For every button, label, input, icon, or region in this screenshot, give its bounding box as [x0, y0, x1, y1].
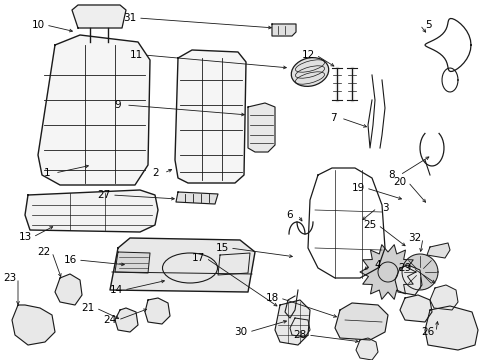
Polygon shape — [145, 298, 170, 324]
Text: 2: 2 — [152, 168, 159, 178]
Polygon shape — [429, 285, 457, 310]
Text: 10: 10 — [31, 20, 44, 30]
Text: 20: 20 — [393, 177, 406, 187]
Polygon shape — [274, 300, 309, 345]
Ellipse shape — [291, 58, 328, 86]
Polygon shape — [25, 190, 158, 232]
Text: 28: 28 — [293, 330, 306, 340]
Text: 15: 15 — [215, 243, 228, 253]
Text: 24: 24 — [103, 315, 116, 325]
Polygon shape — [334, 303, 387, 340]
Polygon shape — [247, 103, 274, 152]
Polygon shape — [55, 274, 82, 305]
Polygon shape — [175, 50, 245, 183]
Text: 13: 13 — [19, 232, 32, 242]
Text: 9: 9 — [115, 100, 121, 110]
Text: 5: 5 — [424, 20, 430, 30]
Text: 6: 6 — [286, 210, 293, 220]
Text: 1: 1 — [43, 168, 50, 178]
Text: 31: 31 — [123, 13, 136, 23]
Text: 17: 17 — [191, 253, 204, 263]
Polygon shape — [426, 243, 449, 258]
Polygon shape — [12, 305, 55, 345]
Text: 27: 27 — [97, 190, 110, 200]
Text: 19: 19 — [351, 183, 364, 193]
Polygon shape — [394, 265, 421, 295]
Text: 32: 32 — [407, 233, 421, 243]
Polygon shape — [355, 338, 377, 360]
Polygon shape — [38, 35, 150, 185]
Polygon shape — [271, 24, 295, 36]
Polygon shape — [424, 306, 477, 350]
Text: 11: 11 — [129, 50, 142, 60]
Polygon shape — [399, 295, 431, 322]
Text: 29: 29 — [398, 263, 411, 273]
Polygon shape — [289, 318, 309, 337]
Text: 21: 21 — [81, 303, 95, 313]
Polygon shape — [176, 192, 218, 204]
Text: 7: 7 — [329, 113, 336, 123]
Text: 4: 4 — [374, 260, 381, 270]
Text: 16: 16 — [63, 255, 77, 265]
Text: 25: 25 — [363, 220, 376, 230]
Polygon shape — [115, 252, 150, 273]
Text: 22: 22 — [37, 247, 51, 257]
Text: 23: 23 — [3, 273, 17, 283]
Polygon shape — [115, 308, 138, 332]
Polygon shape — [401, 254, 437, 290]
Text: 18: 18 — [265, 293, 278, 303]
Text: 8: 8 — [388, 170, 394, 180]
Text: 3: 3 — [381, 203, 387, 213]
Text: 30: 30 — [234, 327, 247, 337]
Polygon shape — [359, 245, 415, 299]
Polygon shape — [110, 238, 254, 292]
Text: 12: 12 — [301, 50, 314, 60]
Text: 26: 26 — [421, 327, 434, 337]
Polygon shape — [72, 5, 126, 28]
Text: 14: 14 — [109, 285, 122, 295]
